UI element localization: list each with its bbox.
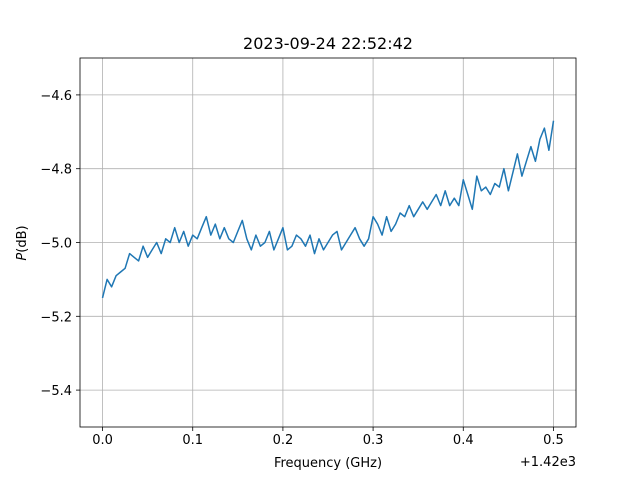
x-axis-label: Frequency (GHz) <box>274 456 382 471</box>
y-tick-label: −5.4 <box>40 384 72 399</box>
series-line <box>101 120 555 299</box>
y-axis-label-italic: P <box>15 253 30 261</box>
x-tick-label: 0.5 <box>543 433 564 448</box>
y-axis-label: P(dB) <box>15 225 30 260</box>
x-tick-label: 0.3 <box>363 433 384 448</box>
x-tick-label: 0.1 <box>182 433 203 448</box>
y-tick-label: −4.6 <box>40 89 72 104</box>
tick-layer: 0.0 0.1 0.2 0.3 0.4 0.5 −4.6 −4.8 −5.0 −5.2 −5.4 <box>40 89 563 448</box>
x-tick-label: 0.0 <box>92 433 113 448</box>
grid-lines <box>80 58 576 427</box>
x-offset-label: +1.42e3 <box>520 455 576 470</box>
y-tick-label: −5.0 <box>40 237 72 252</box>
x-tick-label: 0.4 <box>453 433 474 448</box>
y-tick-label: −5.2 <box>40 310 72 325</box>
chart-title: 2023-09-24 22:52:42 <box>243 34 413 53</box>
x-tick-label: 0.2 <box>273 433 294 448</box>
series-layer <box>101 120 555 299</box>
y-tick-label: −4.8 <box>40 163 72 178</box>
y-axis-label-unit: (dB) <box>15 225 30 252</box>
